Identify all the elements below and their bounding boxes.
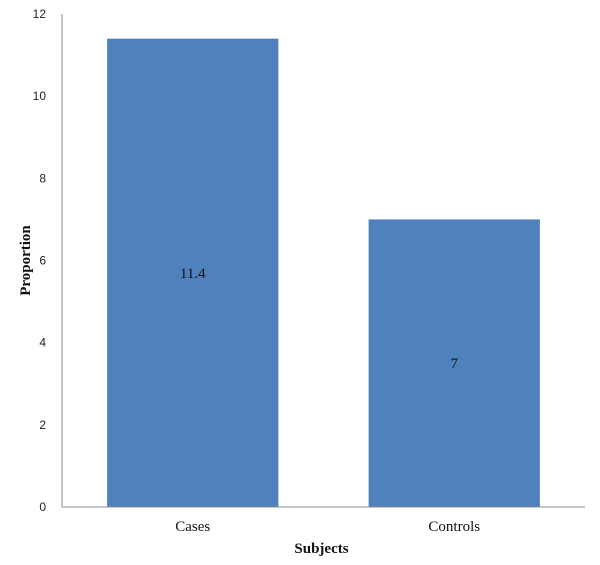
y-tick-label: 8 <box>39 171 46 185</box>
y-axis-title: Proportion <box>18 225 34 296</box>
y-tick-label: 4 <box>39 336 46 350</box>
x-axis-title: Subjects <box>294 541 348 557</box>
bars-group <box>107 38 540 508</box>
bar-cases <box>107 38 279 508</box>
x-category-label: Cases <box>175 519 210 535</box>
data-labels-group: 11.47 <box>180 266 459 372</box>
y-tick-label: 6 <box>39 254 46 268</box>
y-tick-label: 12 <box>33 7 47 21</box>
x-category-labels: Cases Controls <box>175 519 480 535</box>
data-label-controls: 7 <box>451 356 459 372</box>
data-label-cases: 11.4 <box>180 266 206 282</box>
y-tick-label: 0 <box>39 500 46 514</box>
bar-controls <box>368 219 540 507</box>
x-category-label: Controls <box>428 519 480 535</box>
y-tick-label: 10 <box>33 89 47 103</box>
y-tick-label: 2 <box>39 418 46 432</box>
y-tick-labels: 0 2 4 6 8 10 12 <box>33 7 47 514</box>
